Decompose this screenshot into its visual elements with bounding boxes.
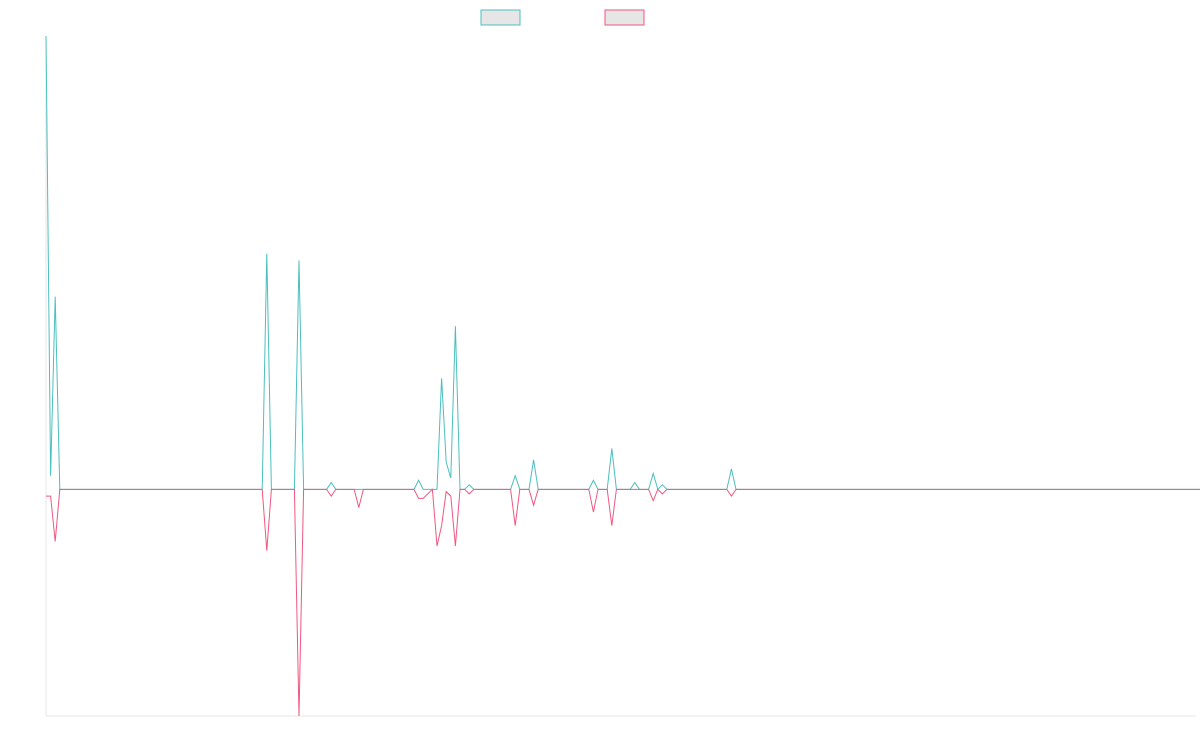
legend-swatch-1[interactable]	[480, 9, 521, 26]
series-line-2	[46, 488, 1200, 717]
series-group	[45, 35, 1200, 717]
legend-swatch-2[interactable]	[604, 9, 645, 26]
legend	[480, 9, 645, 26]
series-line-1	[45, 35, 1200, 491]
